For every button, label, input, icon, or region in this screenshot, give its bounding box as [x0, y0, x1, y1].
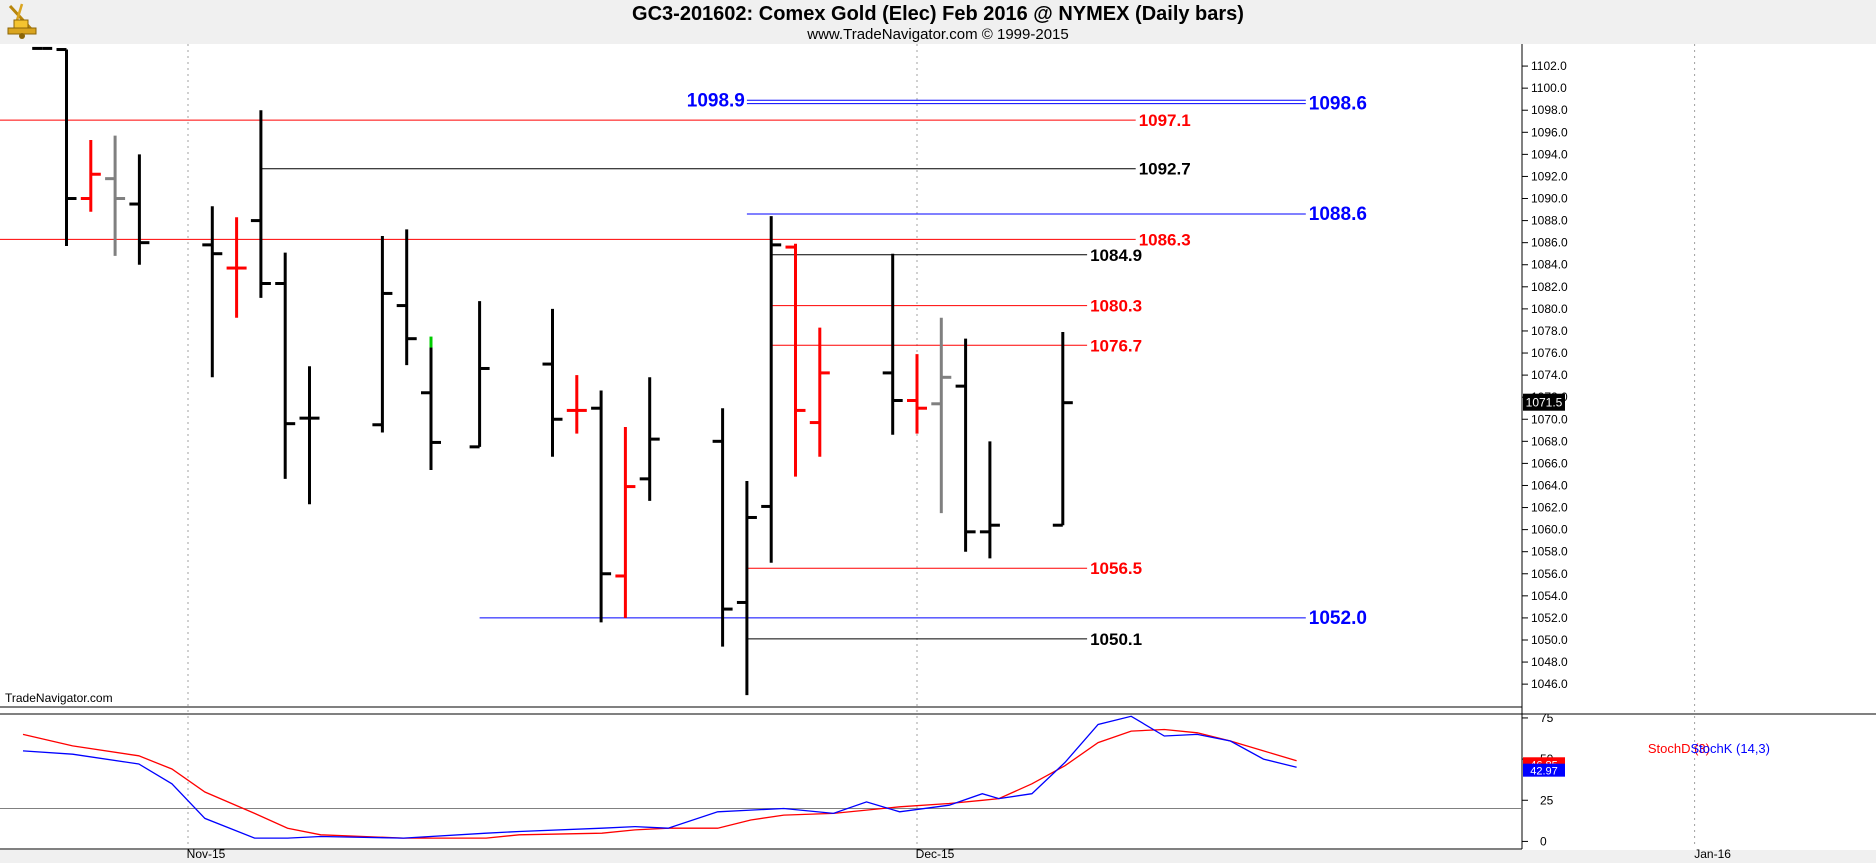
ohlc-bar	[907, 354, 927, 434]
ohlc-bar	[226, 217, 247, 318]
y-tick-label: 1096.0	[1531, 125, 1568, 139]
y-tick-label: 1050.0	[1531, 633, 1568, 647]
level-label: 1098.9	[687, 90, 745, 111]
x-tick-label: Jan-16	[1694, 847, 1731, 861]
trade-navigator-logo-icon	[7, 3, 37, 39]
level-label: 1080.3	[1090, 297, 1142, 316]
ohlc-bar	[129, 154, 150, 265]
ohlc-bar	[809, 327, 830, 457]
y-tick-label: 1068.0	[1531, 434, 1568, 448]
ohlc-bar	[421, 336, 441, 471]
ohlc-bar	[979, 441, 1000, 559]
y-tick-label: 1084.0	[1531, 258, 1568, 272]
ohlc-bar	[202, 206, 223, 378]
level-label: 1056.5	[1090, 559, 1142, 578]
x-tick-label: Dec-15	[916, 847, 955, 861]
y-tick-label: 1060.0	[1531, 523, 1568, 537]
ohlc-bar	[542, 308, 563, 457]
ohlc-bar	[372, 236, 393, 433]
level-label: 1076.7	[1090, 336, 1142, 355]
y-tick-label: 1054.0	[1531, 589, 1568, 603]
level-label: 1086.3	[1139, 230, 1191, 249]
x-tick-label: Nov-15	[187, 847, 226, 861]
level-label: 1098.6	[1309, 94, 1367, 115]
ohlc-bar	[931, 317, 952, 514]
y-tick-label: 1086.0	[1531, 236, 1568, 250]
y-tick-label: 1100.0	[1531, 81, 1567, 95]
y-tick-label: 1092.0	[1531, 169, 1568, 183]
y-tick-label: 1074.0	[1531, 368, 1568, 382]
watermark: TradeNavigator.com	[5, 691, 113, 705]
stoch-series-line	[22, 715, 1297, 839]
chart-subtitle: www.TradeNavigator.com © 1999-2015	[807, 26, 1069, 43]
level-label: 1092.7	[1139, 160, 1191, 179]
ohlc-bar	[250, 110, 271, 298]
ohlc-bar	[1052, 332, 1073, 527]
stoch-series-line	[22, 728, 1297, 839]
level-label: 1097.1	[1139, 111, 1191, 130]
level-label: 1088.6	[1309, 204, 1367, 225]
stoch-y-label: 75	[1540, 711, 1554, 725]
y-tick-label: 1102.0	[1531, 59, 1567, 73]
ohlc-bar	[882, 253, 903, 435]
y-tick-label: 1090.0	[1531, 192, 1568, 206]
ohlc-bar	[639, 377, 660, 501]
ohlc-bar	[105, 135, 126, 256]
ohlc-bar	[299, 366, 320, 505]
y-tick-label: 1078.0	[1531, 324, 1568, 338]
stoch-y-label: 0	[1540, 834, 1547, 848]
legend-stochd: StochD (3)	[1648, 741, 1710, 756]
y-tick-label: 1088.0	[1531, 214, 1568, 228]
y-tick-label: 1064.0	[1531, 478, 1568, 492]
level-label: 1050.1	[1090, 630, 1142, 649]
ohlc-bar	[615, 426, 636, 618]
level-label: 1052.0	[1309, 608, 1367, 629]
last-price-label: 1071.5	[1526, 396, 1563, 410]
last-price-tag	[1523, 393, 1565, 411]
chart-title: GC3-201602: Comex Gold (Elec) Feb 2016 @…	[632, 3, 1244, 25]
ohlc-bar	[56, 48, 77, 246]
ohlc-bar	[566, 375, 587, 434]
y-tick-label: 1062.0	[1531, 501, 1568, 515]
chart-header: GC3-201602: Comex Gold (Elec) Feb 2016 @…	[0, 0, 1876, 44]
y-tick-label: 1066.0	[1531, 456, 1568, 470]
y-tick-label: 1080.0	[1531, 302, 1568, 316]
ohlc-bar	[736, 481, 757, 696]
ohlc-bar	[785, 243, 806, 477]
y-tick-label: 1052.0	[1531, 611, 1568, 625]
ohlc-bar	[712, 408, 733, 647]
y-tick-label: 1048.0	[1531, 655, 1568, 669]
y-tick-label: 1082.0	[1531, 280, 1568, 294]
ohlc-bar	[469, 301, 490, 449]
date-axis-band	[0, 850, 1876, 863]
ohlc-bar	[761, 216, 782, 563]
ohlc-bar	[275, 252, 296, 479]
y-tick-label: 1070.0	[1531, 412, 1568, 426]
stoch-y-label: 25	[1540, 793, 1554, 807]
level-label: 1084.9	[1090, 246, 1142, 265]
y-tick-label: 1094.0	[1531, 147, 1568, 161]
y-tick-label: 1058.0	[1531, 545, 1568, 559]
y-tick-label: 1056.0	[1531, 567, 1568, 581]
ohlc-bar	[80, 140, 101, 212]
y-tick-label: 1076.0	[1531, 346, 1568, 360]
ohlc-bar	[955, 338, 976, 552]
stoch-last-label: 42.97	[1530, 766, 1558, 778]
ohlc-bar	[396, 229, 417, 366]
ohlc-bar	[591, 390, 612, 623]
y-tick-label: 1098.0	[1531, 103, 1568, 117]
stoch-last-tag	[1523, 763, 1565, 777]
y-tick-label: 1046.0	[1531, 677, 1568, 691]
legend-stochk: StochK (14,3)	[1691, 741, 1771, 756]
